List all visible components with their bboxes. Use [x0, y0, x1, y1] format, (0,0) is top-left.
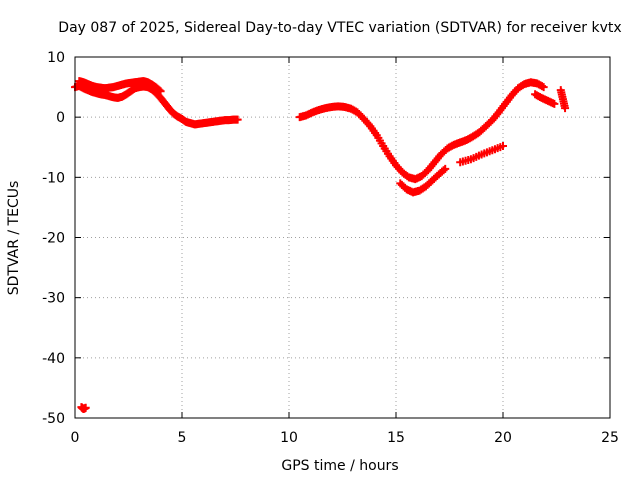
x-tick-label: 0 — [71, 430, 80, 446]
data-point — [499, 142, 507, 151]
x-axis-label: GPS time / hours — [281, 458, 398, 474]
y-tick-label: 10 — [47, 50, 65, 66]
series-segment-6 — [456, 142, 507, 167]
data-points — [71, 77, 570, 413]
tick-labels: 0 5 10 15 20 25 -50 -40 -30 -20 -10 0 10 — [42, 50, 619, 446]
x-tick-label: 20 — [494, 430, 512, 446]
data-point — [81, 403, 90, 412]
data-point — [441, 164, 450, 173]
y-tick-label: -50 — [42, 411, 65, 427]
y-tick-label: 0 — [56, 110, 65, 126]
y-axis-label: SDTVAR / TECUs — [6, 181, 22, 296]
x-tick-label: 25 — [601, 430, 619, 446]
series-segment-4 — [295, 78, 548, 184]
axis-ticks — [74, 56, 611, 419]
x-tick-label: 10 — [280, 430, 298, 446]
data-point — [539, 83, 548, 92]
chart-title: Day 087 of 2025, Sidereal Day-to-day VTE… — [58, 20, 621, 36]
grid-lines — [75, 57, 610, 418]
data-point — [439, 166, 448, 175]
y-tick-label: -10 — [42, 170, 65, 186]
series-segment-5 — [396, 164, 450, 197]
y-tick-label: -40 — [42, 351, 65, 367]
series-segment-3 — [77, 403, 90, 413]
y-tick-label: -20 — [42, 231, 65, 247]
data-point — [233, 115, 242, 124]
x-tick-label: 5 — [178, 430, 187, 446]
data-point — [550, 99, 559, 108]
series-segment-7 — [531, 90, 559, 108]
data-point — [156, 87, 165, 96]
series-segment-2 — [75, 77, 165, 96]
data-point — [561, 104, 570, 113]
series-segment-8 — [556, 86, 570, 113]
x-tick-label: 15 — [387, 430, 405, 446]
y-tick-label: -30 — [42, 291, 65, 307]
